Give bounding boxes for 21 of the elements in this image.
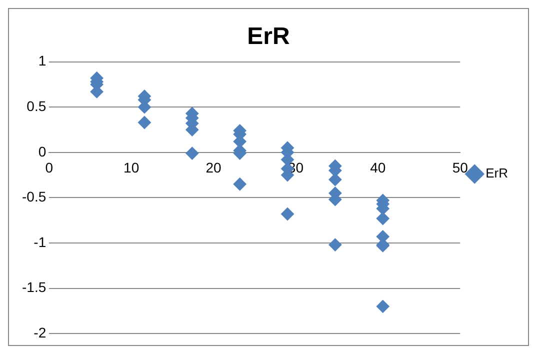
point xyxy=(138,116,151,129)
x-tick-label: 20 xyxy=(206,160,222,176)
x-tick-label: 50 xyxy=(452,160,468,176)
legend-label: ErR xyxy=(486,166,508,181)
y-tick-label: -2 xyxy=(34,324,46,340)
point xyxy=(280,208,294,221)
x-tick-label: 10 xyxy=(124,160,140,176)
point xyxy=(328,238,342,252)
x-tick-label: 40 xyxy=(370,160,386,176)
point xyxy=(328,173,342,186)
point xyxy=(233,178,246,191)
point xyxy=(376,212,390,226)
chart-title: ErR xyxy=(247,23,290,50)
y-tick-label: 0.5 xyxy=(26,98,46,114)
y-tick-label: -0.5 xyxy=(22,188,46,205)
y-tick-label: 0 xyxy=(38,143,46,160)
point xyxy=(376,300,390,313)
y-tick-label: -1.5 xyxy=(22,279,46,296)
y-tick-label: -1 xyxy=(34,234,46,250)
point xyxy=(186,146,199,160)
y-tick-label: 1 xyxy=(38,52,46,69)
